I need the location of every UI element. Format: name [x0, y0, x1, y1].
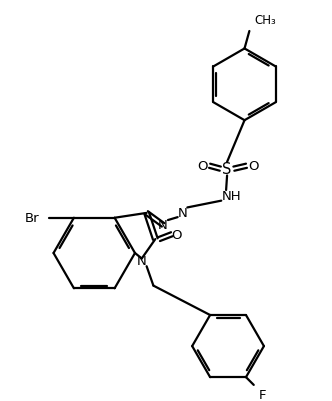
Text: N: N — [137, 254, 147, 267]
Text: F: F — [259, 388, 266, 401]
Text: O: O — [248, 160, 259, 173]
Text: N: N — [158, 219, 168, 232]
Text: S: S — [222, 162, 232, 177]
Text: NH: NH — [222, 190, 242, 203]
Text: Br: Br — [24, 212, 39, 225]
Text: N: N — [178, 206, 187, 219]
Text: CH₃: CH₃ — [254, 14, 276, 27]
Text: O: O — [171, 228, 182, 241]
Text: O: O — [198, 160, 208, 173]
